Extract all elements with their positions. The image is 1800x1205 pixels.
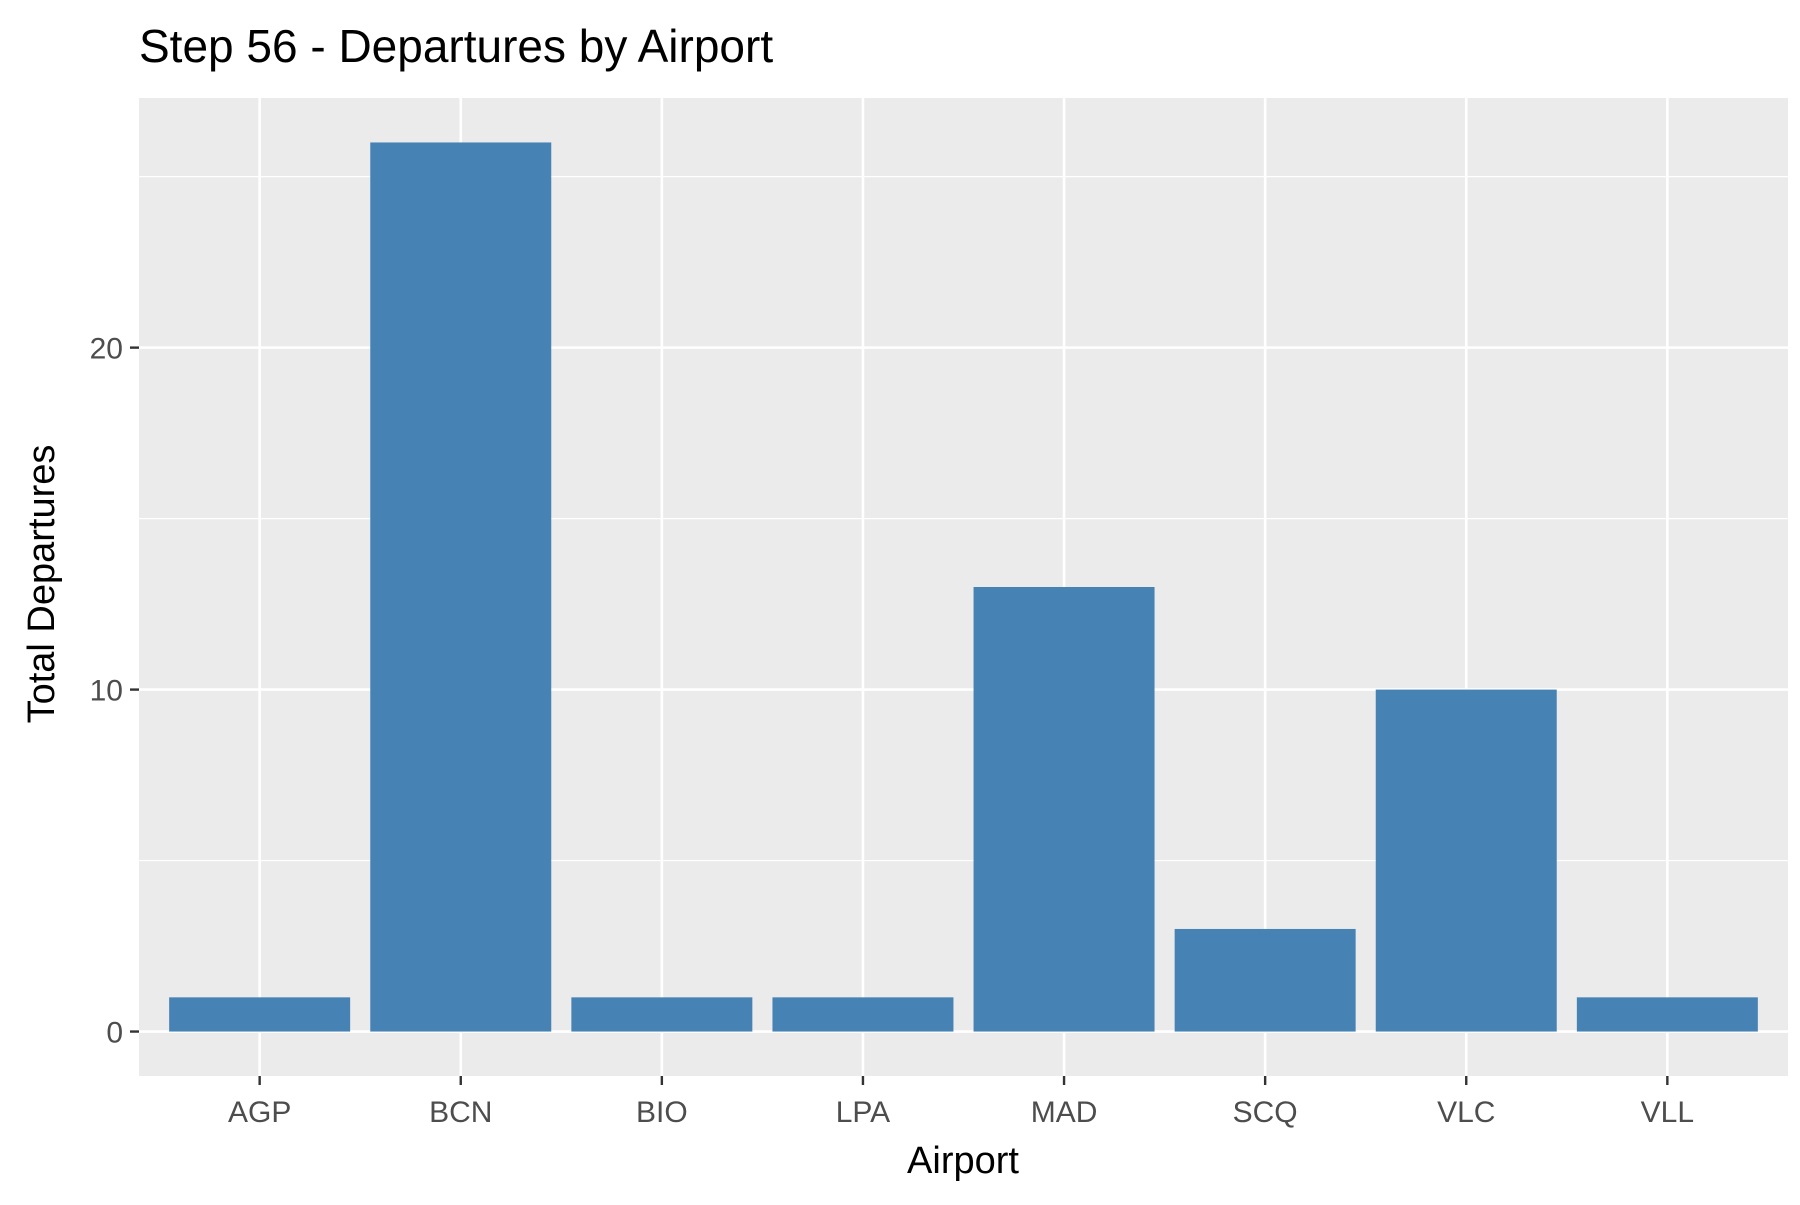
chart-title: Step 56 - Departures by Airport (139, 20, 773, 72)
y-tick-label: 0 (106, 1017, 123, 1050)
bar-agp (169, 997, 351, 1032)
bar-mad (973, 587, 1155, 1032)
x-tick-label: VLL (1641, 1096, 1694, 1129)
x-axis-title: Airport (907, 1140, 1019, 1182)
bar-bcn (370, 142, 552, 1032)
y-tick-label: 10 (90, 675, 123, 708)
x-tick-label: VLC (1437, 1096, 1495, 1129)
bar-lpa (772, 997, 954, 1032)
x-tick-label: AGP (228, 1096, 291, 1129)
x-tick-label: LPA (836, 1096, 890, 1129)
y-tick-label: 20 (90, 333, 123, 366)
bars (169, 142, 1758, 1032)
x-tick-label: MAD (1031, 1096, 1098, 1129)
y-axis-title: Total Departures (21, 445, 63, 724)
bar-vll (1576, 997, 1758, 1032)
bar-vlc (1375, 689, 1557, 1032)
x-tick-label: SCQ (1233, 1096, 1298, 1129)
bar-scq (1174, 928, 1356, 1032)
bar-bio (571, 997, 753, 1032)
x-tick-label: BCN (429, 1096, 492, 1129)
x-tick-label: BIO (636, 1096, 688, 1129)
axes: 0 10 20 AGP BCN BIO LPA MAD SCQ VLC VLL (90, 333, 1694, 1129)
